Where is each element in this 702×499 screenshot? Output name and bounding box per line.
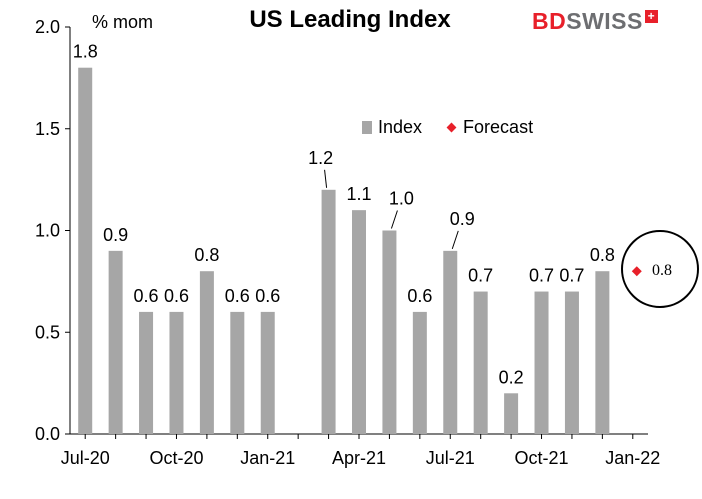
data-label-leader xyxy=(451,230,459,250)
data-label: 0.9 xyxy=(103,225,128,245)
legend-label-index: Index xyxy=(378,117,423,137)
data-label: 0.7 xyxy=(468,266,493,286)
chart-legend: Index Forecast xyxy=(362,117,533,138)
bar xyxy=(382,230,397,434)
brand-logo: BDSWISS + xyxy=(532,8,658,35)
chart-title: US Leading Index xyxy=(249,6,451,33)
data-label: 0.6 xyxy=(255,286,280,306)
data-label: 0.6 xyxy=(134,286,159,306)
bar xyxy=(352,210,366,434)
data-label: 0.8 xyxy=(590,245,615,265)
bar xyxy=(534,291,549,434)
bar xyxy=(139,311,154,434)
data-label-leader xyxy=(324,169,328,188)
bar xyxy=(504,393,519,434)
bar xyxy=(473,291,488,434)
x-tick-label: Jul-21 xyxy=(426,448,475,468)
data-label: 1.8 xyxy=(73,42,98,62)
brand-logo-swiss: SWISS xyxy=(566,8,643,34)
legend-diamond-swatch xyxy=(446,122,457,133)
data-label: 0.8 xyxy=(194,245,219,265)
data-label-leader xyxy=(390,210,398,229)
y-tick-label: 0.0 xyxy=(35,424,60,444)
bar xyxy=(78,67,93,434)
data-label: 1.2 xyxy=(308,148,333,168)
y-tick-label: 2.0 xyxy=(35,17,60,37)
data-label: 0.7 xyxy=(559,266,584,286)
y-tick-label: 1.5 xyxy=(35,119,60,139)
x-tick-label: Apr-21 xyxy=(332,448,386,468)
data-label: 0.2 xyxy=(499,367,524,387)
bar xyxy=(199,271,214,434)
data-label: 0.6 xyxy=(407,286,432,306)
bar xyxy=(595,271,610,434)
x-tick-label: Oct-21 xyxy=(515,448,569,468)
data-label: 1.1 xyxy=(346,184,371,204)
bar xyxy=(443,250,458,434)
data-label: 0.6 xyxy=(225,286,250,306)
forecast-callout-value: 0.8 xyxy=(652,262,672,279)
bar xyxy=(169,311,184,434)
bar xyxy=(564,291,579,434)
forecast-callout-circle xyxy=(621,230,699,308)
brand-logo-bd: BD xyxy=(532,8,567,34)
bar xyxy=(321,189,336,434)
x-tick-label: Jul-20 xyxy=(61,448,110,468)
data-label: 1.0 xyxy=(389,189,414,209)
data-label: 0.7 xyxy=(529,266,554,286)
data-label: 0.9 xyxy=(450,209,475,229)
data-label: 0.6 xyxy=(164,286,189,306)
y-tick-label: 1.0 xyxy=(35,221,60,241)
legend-label-forecast: Forecast xyxy=(463,117,534,137)
unit-label: % mom xyxy=(92,12,154,32)
bar xyxy=(230,311,245,434)
y-tick-label: 0.5 xyxy=(35,322,60,342)
bar xyxy=(108,250,123,434)
x-tick-label: Jan-21 xyxy=(240,448,295,468)
brand-plus-icon: + xyxy=(644,10,658,23)
bar xyxy=(412,311,427,434)
legend-bar-swatch xyxy=(362,121,372,134)
x-tick-label: Jan-22 xyxy=(605,448,660,468)
bar xyxy=(260,311,275,434)
x-tick-label: Oct-20 xyxy=(149,448,203,468)
